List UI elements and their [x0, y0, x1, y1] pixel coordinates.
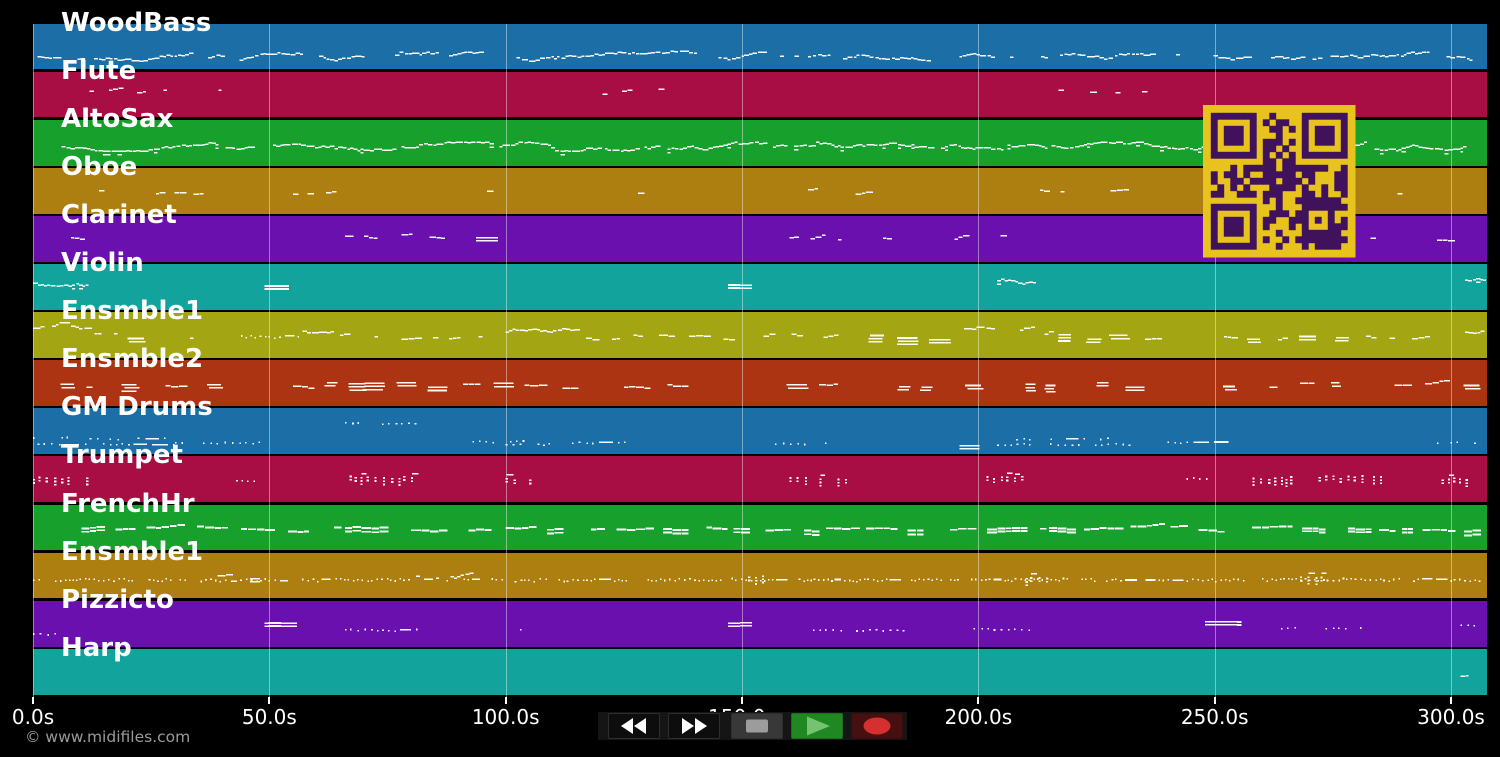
axis-tick — [268, 697, 271, 704]
gridline — [978, 23, 980, 697]
axis-label: 50.0s — [241, 704, 297, 729]
axis-tick — [1450, 697, 1452, 704]
axis-tick — [741, 697, 743, 704]
fast-forward-icon — [682, 718, 707, 734]
record-icon — [863, 717, 891, 735]
axis-label: 200.0s — [944, 704, 1013, 729]
track-label: Violin — [61, 248, 144, 278]
track-label: GM Drums — [61, 392, 213, 423]
track-label: WoodBass — [61, 7, 212, 38]
gridline — [505, 23, 507, 697]
gridline — [742, 23, 743, 697]
play-button[interactable] — [791, 713, 843, 739]
track-label: Oboe — [61, 151, 138, 182]
axis-label: 0.0s — [11, 704, 55, 729]
track-band — [33, 360, 1487, 407]
track-band — [33, 312, 1487, 358]
axis-tick — [32, 697, 34, 704]
gridline — [1214, 23, 1216, 697]
track-label: Flute — [61, 55, 137, 86]
track-band — [33, 23, 1487, 70]
track-label: FrenchHr — [61, 488, 195, 519]
axis-tick — [977, 697, 980, 704]
transport-bar — [598, 712, 907, 740]
gridline — [269, 23, 271, 697]
axis-label: 300.0s — [1417, 704, 1485, 729]
gridline — [33, 23, 34, 697]
track-label: Ensmble1 — [61, 536, 204, 567]
track-label: Pizzicto — [61, 584, 174, 615]
track-band — [33, 552, 1487, 599]
rewind-button[interactable] — [608, 713, 660, 739]
axis-label: 100.0s — [471, 704, 540, 729]
track-band — [33, 264, 1487, 310]
fast-forward-button[interactable] — [668, 713, 720, 739]
track-label: Harp — [61, 632, 132, 663]
track-label: Trumpet — [61, 440, 183, 471]
track-label: Clarinet — [61, 199, 177, 230]
axis-label: 250.0s — [1180, 704, 1249, 729]
stop-button[interactable] — [731, 713, 783, 739]
track-label: Ensmble2 — [61, 344, 204, 375]
track-label: Ensmble1 — [61, 296, 204, 327]
play-icon — [807, 716, 830, 736]
stop-icon — [746, 719, 768, 733]
track-band — [33, 648, 1487, 695]
axis-tick — [1213, 697, 1216, 704]
track-label: AltoSax — [61, 103, 174, 134]
track-band — [33, 456, 1487, 503]
gridline — [1451, 23, 1452, 697]
record-button[interactable] — [851, 713, 903, 739]
track-band — [33, 504, 1487, 551]
track-band — [33, 408, 1487, 455]
axis-tick — [504, 697, 507, 704]
watermark: © www.midifiles.com — [25, 728, 191, 746]
rewind-icon — [621, 718, 646, 734]
qr-code — [1203, 105, 1356, 258]
